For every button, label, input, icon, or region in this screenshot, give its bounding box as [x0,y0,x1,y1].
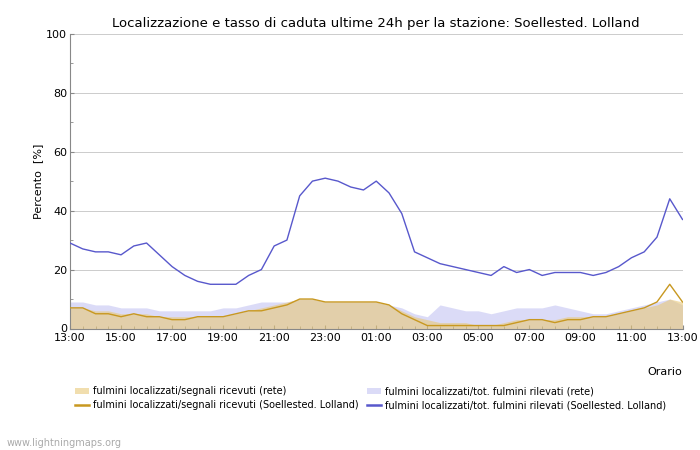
Text: Orario: Orario [648,367,682,377]
Legend: fulmini localizzati/segnali ricevuti (rete), fulmini localizzati/segnali ricevut: fulmini localizzati/segnali ricevuti (re… [75,387,666,410]
Title: Localizzazione e tasso di caduta ultime 24h per la stazione: Soellested. Lolland: Localizzazione e tasso di caduta ultime … [113,17,640,30]
Y-axis label: Percento  [%]: Percento [%] [34,144,43,219]
Text: www.lightningmaps.org: www.lightningmaps.org [7,438,122,448]
